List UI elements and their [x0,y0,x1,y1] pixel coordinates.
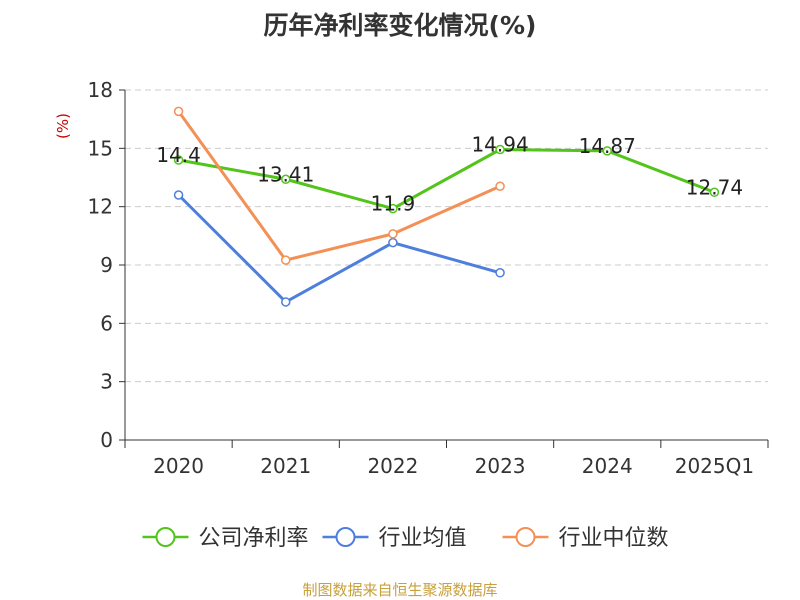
data-point [602,146,612,156]
legend-item-2: 行业中位数 [502,526,669,551]
data-point [388,229,398,239]
series-line-0 [178,148,715,211]
data-point [388,237,398,248]
data-point [281,297,291,307]
data-point [388,203,398,214]
y-tick-label: 18 [88,78,113,102]
axes: 0 3 6 9 12 15 18 2020 2021 2022 2023 2024 2025Q1 [88,78,769,478]
source-note: 制图数据来自恒生聚源数据库 [302,581,498,599]
data-point [281,174,291,184]
legend-marker-icon [155,527,176,547]
x-tick-label: 2025Q1 [675,454,754,478]
legend-label: 行业均值 [379,526,467,551]
data-label: 11.9 [371,192,416,216]
legend-item-0: 公司净利率 [142,526,309,551]
data-point [173,106,184,117]
data-point [173,190,184,200]
data-label: 14.94 [471,133,528,157]
y-tick-label: 0 [100,428,113,452]
data-label: 12.74 [686,175,743,199]
data-point [495,144,505,155]
data-point [495,181,505,191]
legend-label: 行业中位数 [559,526,669,551]
x-tick-label: 2024 [582,454,633,478]
data-label: 13.41 [257,162,314,186]
x-tick-label: 2020 [153,454,204,478]
x-tick-label: 2023 [475,454,526,478]
y-tick-label: 9 [100,253,113,277]
legend-marker-icon [515,527,536,547]
y-tick-label: 15 [88,136,113,160]
legend-label: 公司净利率 [199,526,309,551]
data-label: 14.4 [156,143,201,167]
y-tick-label: 3 [100,370,113,394]
data-point [709,187,720,198]
legend-marker-icon [335,527,356,547]
y-tick-label: 12 [88,195,113,219]
y-axis-unit-label: (%) [54,113,72,139]
data-label: 14.87 [579,134,636,158]
legend-item-1: 行业均值 [322,526,467,551]
chart-title: 历年净利率变化情况(%) [263,11,537,40]
x-tick-label: 2022 [367,454,418,478]
y-tick-label: 6 [100,311,113,335]
x-tick-label: 2021 [260,454,311,478]
data-labels: 14.4 13.41 11.9 14.94 14.87 12.74 [156,133,743,216]
data-point [173,155,184,165]
series-lines [173,106,720,307]
grid-lines [125,89,768,383]
data-point [281,255,291,265]
series-line-1 [177,193,501,304]
data-point [495,268,505,278]
series-line-2 [177,110,501,262]
legend: 公司净利率 行业均值 行业中位数 [142,526,669,551]
